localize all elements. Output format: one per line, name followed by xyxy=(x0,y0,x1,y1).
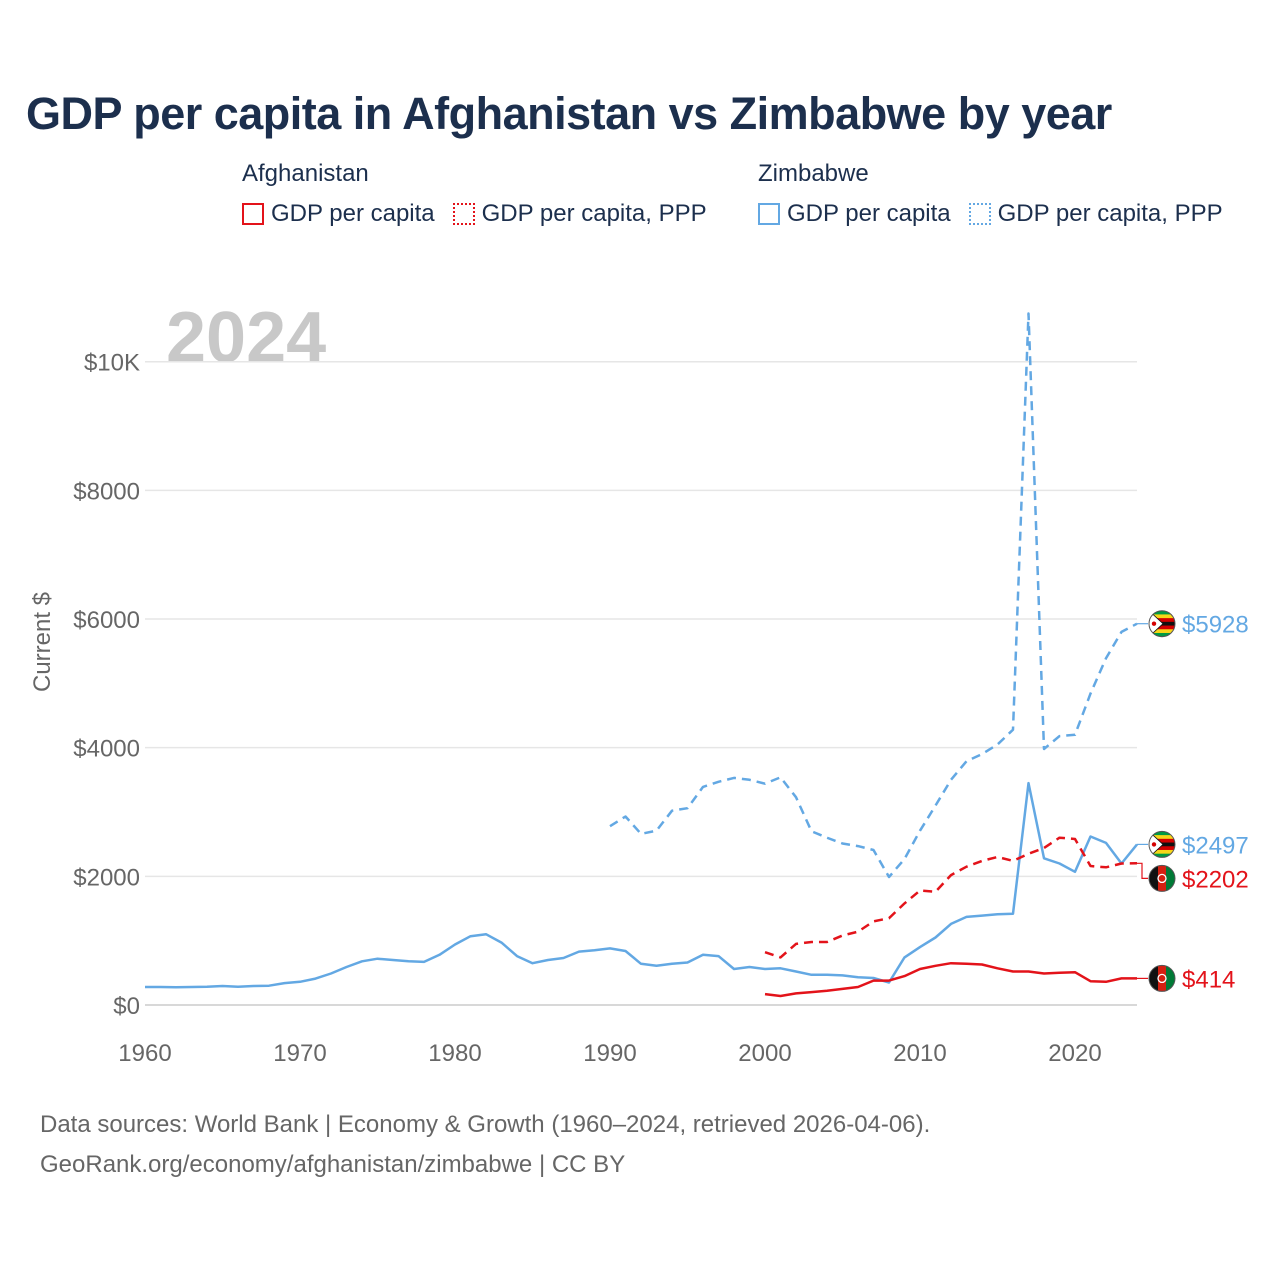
legend-group-title: Zimbabwe xyxy=(758,160,869,187)
x-tick-label: 1960 xyxy=(118,1040,171,1067)
y-tick-label: $10K xyxy=(84,350,140,377)
zimbabwe-flag-icon xyxy=(1148,610,1176,638)
y-tick-label: $6000 xyxy=(73,607,140,634)
afghanistan-flag-icon xyxy=(1148,964,1176,992)
end-labels: $5928 $2497 $2202 $414 xyxy=(1137,610,1249,993)
legend-swatch-dotted-icon xyxy=(968,203,991,225)
legend-item-label: GDP per capita, PPP xyxy=(997,200,1223,227)
legend-item-zimbabwe-gdp-ppp[interactable]: GDP per capita, PPP xyxy=(968,200,1223,228)
grid-lines xyxy=(145,360,1137,1006)
chart-title: GDP per capita in Afghanistan vs Zimbabw… xyxy=(26,88,1112,139)
footer: Data sources: World Bank | Economy & Gro… xyxy=(40,1105,930,1185)
legend-swatch-solid-icon xyxy=(242,203,264,225)
y-tick-label: $2000 xyxy=(73,864,140,891)
legend-item-afghanistan-gdp-ppp[interactable]: GDP per capita, PPP xyxy=(452,200,707,228)
x-tick-label: 1980 xyxy=(428,1040,481,1067)
zimbabwe-flag-icon xyxy=(1148,830,1176,858)
y-axis-label: Current $ xyxy=(29,592,56,692)
legend-item-zimbabwe-gdp[interactable]: GDP per capita xyxy=(758,200,951,228)
x-tick-label: 2020 xyxy=(1048,1040,1101,1067)
legend-item-label: GDP per capita, PPP xyxy=(481,200,707,227)
x-tick-label: 2000 xyxy=(738,1040,791,1067)
footer-sources: Data sources: World Bank | Economy & Gro… xyxy=(40,1111,931,1138)
footer-link[interactable]: GeoRank.org/economy/afghanistan/zimbabwe… xyxy=(40,1151,626,1178)
y-axis: $0 $2000 $4000 $6000 $8000 $10K xyxy=(73,350,140,1020)
end-value-label: $2202 xyxy=(1182,866,1249,893)
end-value-label: $414 xyxy=(1182,966,1235,993)
x-axis: 1960 1970 1980 1990 2000 2010 2020 xyxy=(118,1040,1101,1067)
afghanistan-flag-icon xyxy=(1148,864,1176,892)
series-line-zimbabwe-gdp-per-capita-ppp xyxy=(609,312,1138,879)
end-label-connector xyxy=(1137,862,1148,880)
series-line-afghanistan-gdp-per-capita xyxy=(764,961,1137,998)
series-line-afghanistan-gdp-per-capita-ppp xyxy=(764,836,1138,959)
legend-swatch-dotted-icon xyxy=(452,203,475,225)
x-tick-label: 2010 xyxy=(893,1040,946,1067)
legend-item-label: GDP per capita xyxy=(787,200,951,227)
legend-item-afghanistan-gdp[interactable]: GDP per capita xyxy=(242,200,435,228)
year-watermark: 2024 xyxy=(166,298,326,378)
end-value-label: $5928 xyxy=(1182,612,1249,639)
y-tick-label: $8000 xyxy=(73,478,140,505)
y-tick-label: $4000 xyxy=(73,736,140,763)
series-lines xyxy=(145,312,1138,998)
y-tick-label: $0 xyxy=(113,993,140,1020)
legend-swatch-solid-icon xyxy=(758,203,780,225)
legend-group-zimbabwe: Zimbabwe GDP per capita GDP per capita, … xyxy=(758,160,1223,228)
legend-item-label: GDP per capita xyxy=(271,200,435,227)
legend-group-title: Afghanistan xyxy=(242,160,369,187)
legend-group-afghanistan: Afghanistan GDP per capita GDP per capit… xyxy=(242,160,707,228)
x-tick-label: 1970 xyxy=(273,1040,326,1067)
end-value-label: $2497 xyxy=(1182,832,1249,859)
x-tick-label: 1990 xyxy=(583,1040,636,1067)
series-line-zimbabwe-gdp-per-capita xyxy=(145,781,1138,989)
